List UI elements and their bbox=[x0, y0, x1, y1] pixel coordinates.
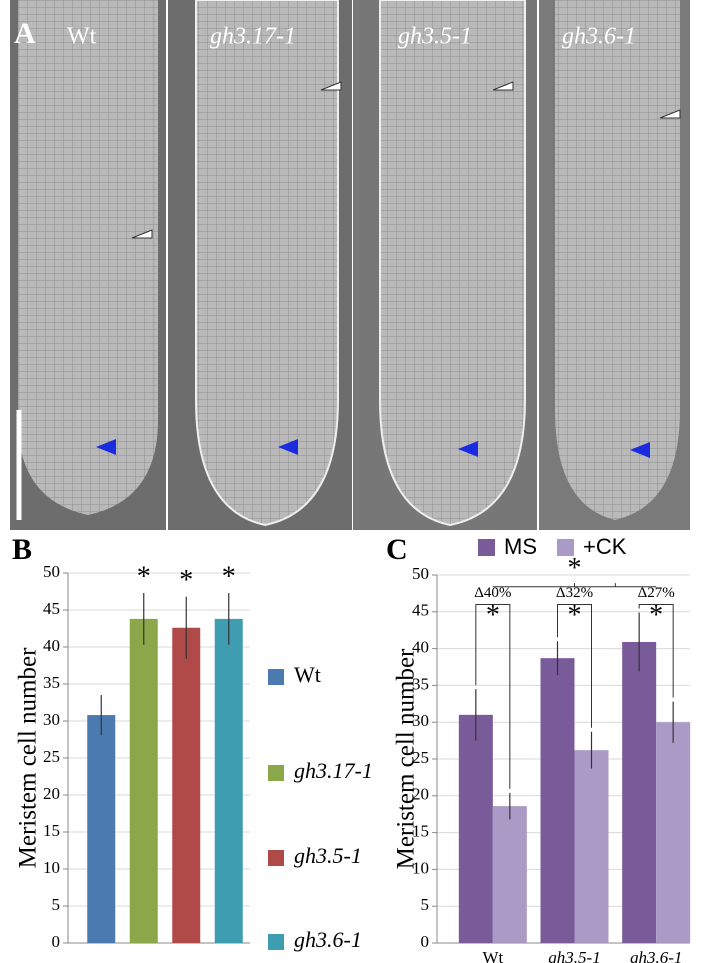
significance-star: * bbox=[568, 600, 582, 631]
bar bbox=[87, 715, 116, 943]
root bbox=[379, 0, 526, 527]
significance-star: * bbox=[486, 600, 500, 631]
annotation: Δ27% bbox=[638, 585, 675, 601]
bracket bbox=[557, 603, 592, 728]
y-tick-label: 20 bbox=[43, 784, 60, 803]
bar bbox=[172, 627, 201, 943]
bar bbox=[214, 618, 243, 943]
x-tick-label: gh3.6-1 bbox=[630, 948, 682, 963]
bar bbox=[129, 618, 158, 943]
y-tick-label: 15 bbox=[43, 821, 60, 840]
x-tick-label: gh3.5-1 bbox=[548, 948, 600, 963]
arrowhead bbox=[131, 229, 153, 239]
arrowhead bbox=[96, 439, 116, 455]
significance-star: * bbox=[568, 553, 582, 584]
y-tick-label: 25 bbox=[412, 748, 429, 767]
legend-label: gh3.5-1 bbox=[294, 843, 362, 868]
y-tick-label: 15 bbox=[412, 822, 429, 841]
y-tick-label: 0 bbox=[52, 932, 61, 951]
y-tick-label: 20 bbox=[412, 785, 429, 804]
bar bbox=[574, 750, 609, 943]
genotype-label: gh3.17-1 bbox=[210, 24, 296, 50]
genotype-label: gh3.5-1 bbox=[398, 24, 472, 50]
bracket bbox=[492, 583, 657, 588]
panel-label: B bbox=[12, 533, 32, 566]
arrowhead bbox=[458, 441, 478, 457]
y-tick-label: 5 bbox=[421, 895, 430, 914]
annotation: Δ40% bbox=[474, 585, 511, 601]
legend-swatch bbox=[557, 539, 574, 556]
arrowhead bbox=[630, 442, 650, 458]
x-tick-label: Wt bbox=[482, 948, 503, 963]
y-axis-title: Meristem cell number bbox=[393, 648, 420, 869]
annotation: Δ32% bbox=[556, 585, 593, 601]
y-tick-label: 50 bbox=[412, 564, 429, 583]
y-tick-label: 10 bbox=[412, 858, 429, 877]
panel-label: C bbox=[386, 533, 408, 566]
significance-star: * bbox=[222, 561, 236, 592]
y-tick-label: 5 bbox=[52, 895, 61, 914]
significance-star: * bbox=[179, 565, 193, 596]
arrowhead bbox=[659, 109, 681, 119]
legend-swatch bbox=[268, 850, 284, 866]
legend-label: MS bbox=[504, 534, 537, 559]
legend-swatch bbox=[478, 539, 495, 556]
arrowhead bbox=[492, 81, 514, 91]
root bbox=[18, 0, 158, 515]
y-tick-label: 10 bbox=[43, 858, 60, 877]
y-tick-label: 35 bbox=[412, 674, 429, 693]
micrographs: A Wt gh3.17-1 gh3.5-1 gh3.6-1 bbox=[10, 0, 690, 530]
legend-swatch bbox=[268, 669, 284, 685]
y-tick-label: 40 bbox=[412, 638, 429, 657]
bar bbox=[540, 658, 575, 943]
bar bbox=[656, 722, 691, 943]
y-tick-label: 0 bbox=[421, 932, 430, 951]
y-tick-label: 25 bbox=[43, 747, 60, 766]
genotype-label: Wt bbox=[67, 24, 97, 50]
bar bbox=[622, 641, 657, 943]
y-tick-label: 45 bbox=[43, 599, 60, 618]
y-tick-label: 30 bbox=[43, 710, 60, 729]
genotype-label: gh3.6-1 bbox=[562, 24, 636, 50]
y-tick-label: 50 bbox=[43, 562, 60, 581]
panel-label: A bbox=[14, 17, 36, 50]
arrowhead bbox=[278, 439, 298, 455]
y-tick-label: 45 bbox=[412, 601, 429, 620]
root bbox=[195, 0, 339, 527]
legend-label: gh3.17-1 bbox=[294, 758, 373, 783]
legend-label: Wt bbox=[294, 662, 321, 687]
root bbox=[555, 0, 680, 520]
legend-label: gh3.6-1 bbox=[294, 927, 362, 952]
significance-star: * bbox=[137, 561, 151, 592]
legend-swatch bbox=[268, 934, 284, 950]
legend-swatch bbox=[268, 765, 284, 781]
bracket bbox=[638, 603, 674, 698]
significance-star: * bbox=[649, 600, 663, 631]
bar bbox=[492, 806, 527, 943]
arrowhead bbox=[320, 81, 342, 91]
y-tick-label: 40 bbox=[43, 636, 60, 655]
bar bbox=[458, 714, 493, 943]
y-tick-label: 35 bbox=[43, 673, 60, 692]
y-axis-title: Meristem cell number bbox=[15, 647, 42, 868]
bracket bbox=[475, 603, 511, 789]
legend-label: +CK bbox=[583, 534, 627, 559]
y-tick-label: 30 bbox=[412, 711, 429, 730]
